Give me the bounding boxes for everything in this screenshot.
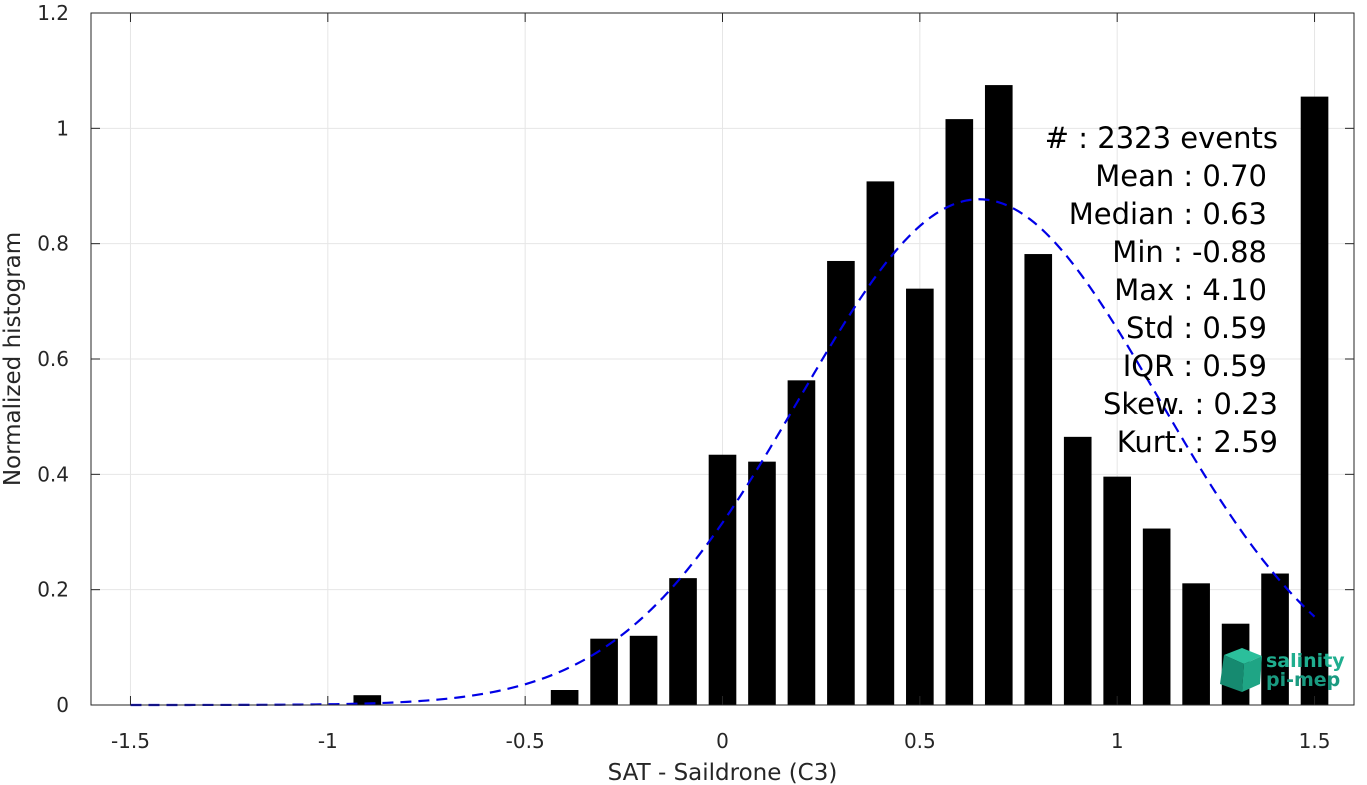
histogram-bar-6 <box>353 695 382 705</box>
stat-line-1: Mean : 0.70 <box>1095 159 1267 193</box>
logo-text-pimep: pi-mep <box>1266 669 1340 691</box>
histogram-bar-18 <box>827 260 855 705</box>
histogram-bar-24 <box>1063 436 1092 705</box>
histogram-bar-17 <box>787 380 816 705</box>
stat-line-6: IQR : 0.59 <box>1123 349 1267 383</box>
logo-text-salinity: salinity <box>1266 650 1345 672</box>
histogram-bars <box>353 85 1329 706</box>
histogram-bar-13 <box>629 635 658 705</box>
y-tick-label-5: 1 <box>56 116 69 140</box>
histogram-bar-12 <box>590 638 618 705</box>
y-tick-label-4: 0.8 <box>37 232 69 256</box>
histogram-bar-23 <box>1024 254 1053 705</box>
statistics-annotation: # : 2323 events Mean : 0.70 Median : 0.63 M… <box>1045 121 1278 459</box>
y-axis-label: Normalized histogram <box>0 232 26 486</box>
x-axis-label: SAT - Saildrone (C3) <box>608 760 838 785</box>
x-tick-label-1: -1 <box>318 729 338 753</box>
x-tick-label-5: 1 <box>1111 729 1124 753</box>
x-tick-label-6: 1.5 <box>1299 729 1331 753</box>
histogram-bar-25 <box>1103 476 1132 705</box>
x-tick-label-0: -1.5 <box>111 729 150 753</box>
histogram-bar-16 <box>748 461 776 705</box>
axis-ticks <box>91 12 1354 706</box>
x-tick-label-4: 0.5 <box>904 729 936 753</box>
logo-cube-icon <box>1220 648 1262 692</box>
histogram-bar-22 <box>984 85 1013 706</box>
histogram-bar-19 <box>866 181 895 706</box>
stat-line-3: Min : -0.88 <box>1112 235 1267 269</box>
stat-line-0: # : 2323 events <box>1045 121 1278 155</box>
y-tick-label-0: 0 <box>56 693 69 717</box>
y-tick-label-1: 0.2 <box>37 578 69 602</box>
x-tick-label-3: 0 <box>716 729 729 753</box>
x-tick-labels: -1.5 -1 -0.5 0 0.5 1 1.5 <box>111 729 1330 753</box>
stat-line-7: Skew. : 0.23 <box>1103 387 1278 421</box>
y-tick-label-2: 0.4 <box>37 462 69 486</box>
stat-line-5: Std : 0.59 <box>1126 311 1267 345</box>
histogram-bar-11 <box>550 690 579 705</box>
histogram-bar-30 <box>1300 96 1329 705</box>
y-tick-labels: 0 0.2 0.4 0.6 0.8 1 1.2 <box>37 1 69 717</box>
histogram-bar-15 <box>708 454 737 705</box>
stat-line-4: Max : 4.10 <box>1114 273 1267 307</box>
stat-line-8: Kurt. : 2.59 <box>1117 425 1278 459</box>
x-tick-label-2: -0.5 <box>506 729 545 753</box>
gaussian-fit-curve <box>130 198 1316 707</box>
y-tick-label-6: 1.2 <box>37 1 69 25</box>
histogram-bar-21 <box>945 119 974 705</box>
y-tick-label-3: 0.6 <box>37 347 69 371</box>
histogram-bar-26 <box>1142 528 1171 705</box>
stat-line-2: Median : 0.63 <box>1069 197 1267 231</box>
histogram-bar-27 <box>1182 583 1210 705</box>
histogram-bar-20 <box>906 288 934 705</box>
salinity-pimep-logo: salinity pi-mep <box>1220 648 1345 692</box>
histogram-bar-14 <box>669 578 697 705</box>
histogram-bar-29 <box>1261 573 1289 705</box>
